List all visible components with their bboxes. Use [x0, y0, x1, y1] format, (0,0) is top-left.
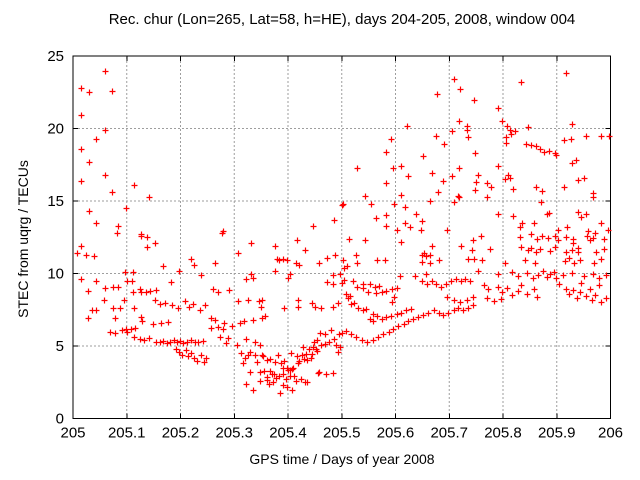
x-tick-label: 205.7 — [430, 425, 468, 442]
y-tick-label: 10 — [47, 266, 64, 283]
y-tick-label: 15 — [47, 193, 64, 210]
y-tick-label: 0 — [56, 411, 64, 428]
x-tick-label: 205.9 — [538, 425, 576, 442]
chart-title: Rec. chur (Lon=265, Lat=58, h=HE), days … — [108, 11, 576, 28]
x-tick-label: 205 — [60, 425, 85, 442]
x-tick-label: 205.8 — [484, 425, 522, 442]
x-axis-label: GPS time / Days of year 2008 — [249, 451, 435, 467]
scatter-points — [74, 68, 613, 397]
y-tick-label: 5 — [56, 338, 64, 355]
x-tick-label: 205.3 — [215, 425, 253, 442]
x-tick-label: 205.4 — [269, 425, 307, 442]
x-tick-label: 206 — [598, 425, 623, 442]
y-tick-label: 20 — [47, 121, 64, 138]
y-tick-label: 25 — [47, 48, 64, 65]
x-tick-label: 205.2 — [162, 425, 200, 442]
x-tick-label: 205.1 — [108, 425, 146, 442]
x-tick-label: 205.5 — [323, 425, 361, 442]
x-tick-label: 205.6 — [377, 425, 415, 442]
